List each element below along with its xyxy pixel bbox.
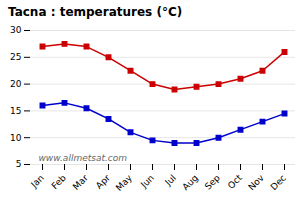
svg-text:15: 15 — [10, 106, 21, 116]
svg-text:25: 25 — [10, 52, 21, 62]
svg-text:Sep: Sep — [203, 173, 222, 192]
svg-text:Mar: Mar — [71, 172, 90, 191]
svg-text:20: 20 — [10, 79, 22, 89]
svg-text:Apr: Apr — [94, 173, 112, 191]
svg-text:Aug: Aug — [180, 173, 200, 193]
html-text:Tacna : temperatures (°C): Tacna : temperatures (°C) — [8, 5, 183, 19]
svg-text:Dec: Dec — [269, 173, 288, 192]
svg-text:www.allmetsat.com: www.allmetsat.com — [39, 153, 128, 163]
svg-text:Jan: Jan — [28, 173, 46, 191]
svg-text:30: 30 — [10, 25, 22, 35]
svg-text:May: May — [114, 172, 135, 193]
svg-text:Jul: Jul — [162, 173, 177, 188]
svg-text:Jun: Jun — [138, 173, 156, 191]
svg-text:Oct: Oct — [226, 172, 244, 190]
svg-text:Nov: Nov — [246, 172, 266, 192]
svg-text:Feb: Feb — [50, 173, 69, 192]
svg-text:10: 10 — [10, 133, 22, 143]
svg-text:5: 5 — [16, 159, 22, 169]
